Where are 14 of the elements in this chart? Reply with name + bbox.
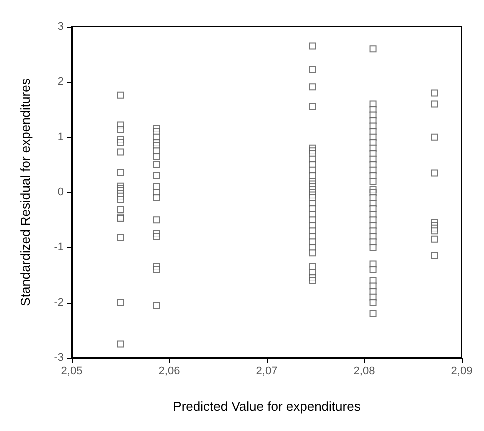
y-tick-label: 0 xyxy=(58,186,64,198)
x-axis-title: Predicted Value for expenditures xyxy=(173,399,362,414)
y-tick-label: 1 xyxy=(58,131,64,144)
y-tick-label: 2 xyxy=(58,76,64,88)
y-tick-label: 3 xyxy=(58,21,64,33)
y-tick-label: -2 xyxy=(54,296,64,309)
x-tick-label: 2,05 xyxy=(61,366,83,378)
y-tick-label: -3 xyxy=(54,352,64,364)
x-tick-label: 2,06 xyxy=(158,366,180,378)
y-tick-label: -1 xyxy=(54,242,64,254)
y-axis-title: Standardized Residual for expenditures xyxy=(18,78,33,306)
x-tick-label: 2,09 xyxy=(451,366,473,378)
x-tick-label: 2,08 xyxy=(354,366,376,378)
x-tick-label: 2,07 xyxy=(256,366,278,378)
